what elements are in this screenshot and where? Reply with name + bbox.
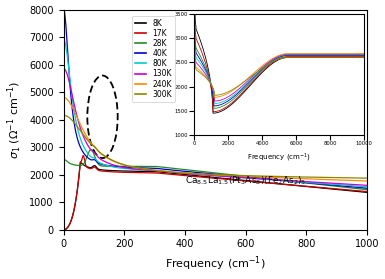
Y-axis label: $\sigma_1$ ($\Omega^{-1}$ cm$^{-1}$): $\sigma_1$ ($\Omega^{-1}$ cm$^{-1}$) <box>5 80 24 159</box>
Legend: 8K, 17K, 28K, 40K, 80K, 130K, 240K, 300K: 8K, 17K, 28K, 40K, 80K, 130K, 240K, 300K <box>132 16 175 102</box>
Text: Ca$_{8.5}$La$_{1.5}$(Pt$_3$As$_8$)(Fe$_2$As$_2$)$_5$: Ca$_{8.5}$La$_{1.5}$(Pt$_3$As$_8$)(Fe$_2… <box>185 175 306 187</box>
X-axis label: Frequency (cm$^{-1}$): Frequency (cm$^{-1}$) <box>165 255 266 273</box>
